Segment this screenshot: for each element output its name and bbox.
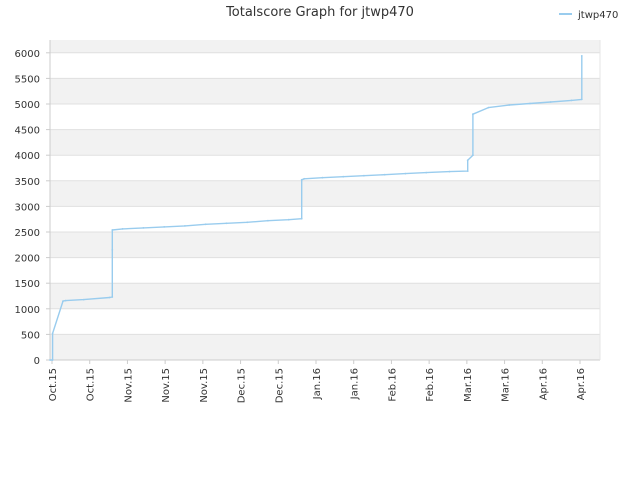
grid-bands: [50, 40, 600, 361]
data-point: [82, 298, 85, 301]
x-axis-ticks: Oct.15 Oct.15 Nov.15 Nov.15 Nov.15 Dec.15 Dec.…: [48, 360, 587, 403]
data-point: [49, 359, 51, 361]
data-point: [570, 99, 573, 102]
data-point: [466, 159, 469, 162]
data-point: [111, 249, 114, 251]
series-line-0: [50, 55, 583, 361]
y-tick-label: 6000: [15, 49, 40, 60]
data-point: [184, 225, 186, 227]
x-tick-label: Nov.15: [199, 368, 210, 403]
y-tick-label: 1000: [15, 305, 40, 316]
plot-frame: [49, 40, 601, 361]
data-point: [300, 217, 303, 220]
y-tick-label: 2500: [15, 228, 40, 239]
data-point: [163, 226, 166, 228]
data-point: [142, 227, 145, 229]
series-layer: [49, 55, 583, 361]
data-point: [287, 218, 290, 221]
x-tick-label: Oct.15: [48, 368, 59, 401]
y-tick-label: 0: [34, 356, 40, 367]
y-tick-label: 3000: [15, 202, 40, 213]
data-point: [383, 173, 386, 176]
data-point: [303, 177, 306, 180]
data-point: [363, 174, 365, 177]
x-tick-label: Nov.15: [123, 368, 134, 403]
data-point: [62, 300, 64, 302]
x-tick-label: Dec.15: [237, 368, 248, 403]
y-tick-label: 3500: [15, 177, 40, 188]
legend-label: jtwp470: [577, 10, 618, 21]
data-point: [204, 223, 207, 226]
chart-title: Totalscore Graph for jtwp470: [225, 5, 414, 20]
grid-band: [50, 283, 600, 309]
data-point: [580, 55, 583, 57]
data-point: [246, 221, 249, 224]
x-tick-label: Feb.16: [387, 368, 398, 402]
y-tick-label: 5500: [15, 74, 40, 85]
data-point: [51, 359, 54, 361]
x-tick-label: Apr.16: [538, 368, 549, 400]
x-tick-label: Dec.15: [274, 368, 285, 403]
x-tick-label: Apr.16: [576, 368, 587, 400]
x-tick-label: Nov.15: [161, 368, 172, 403]
data-point: [425, 171, 428, 174]
data-point: [300, 178, 303, 181]
data-point: [321, 176, 324, 179]
y-tick-label: 4500: [15, 126, 40, 137]
x-tick-label: Oct.15: [86, 368, 97, 401]
data-point: [404, 172, 407, 175]
y-tick-label: 2000: [15, 254, 40, 265]
y-tick-label: 500: [21, 330, 40, 341]
x-tick-label: Jan.16: [350, 368, 361, 400]
grid-band: [50, 334, 600, 360]
data-point: [487, 106, 490, 109]
y-tick-label: 1500: [15, 279, 40, 290]
data-point: [472, 113, 474, 116]
data-point: [108, 296, 111, 299]
y-axis-ticks: 0 500 1000 1500 2000 2500 3000 3500 4000 4500 5000…: [15, 49, 50, 367]
data-point: [121, 228, 124, 230]
data-point: [529, 102, 531, 105]
data-point: [342, 175, 345, 178]
x-tick-label: Mar.16: [501, 368, 512, 402]
y-tick-label: 5000: [15, 100, 40, 111]
data-point: [267, 219, 269, 222]
y-tick-label: 4000: [15, 151, 40, 162]
data-point: [225, 222, 228, 225]
data-point: [64, 299, 67, 302]
data-point: [111, 296, 114, 298]
grid-band: [50, 180, 600, 207]
data-point: [549, 101, 552, 103]
x-tick-label: Mar.16: [463, 368, 474, 402]
x-tick-label: Jan.16: [312, 368, 323, 400]
data-point: [51, 332, 54, 335]
grid-band: [50, 40, 600, 53]
grid-band: [50, 232, 600, 258]
legend: jtwp470: [559, 10, 618, 21]
data-point: [580, 98, 583, 101]
data-point: [448, 170, 451, 173]
grid-band: [50, 78, 600, 104]
data-point: [472, 154, 474, 157]
data-point: [508, 104, 511, 106]
x-tick-label: Feb.16: [425, 368, 436, 402]
data-point: [466, 170, 469, 173]
grid-band: [50, 129, 600, 156]
data-point: [111, 229, 114, 231]
